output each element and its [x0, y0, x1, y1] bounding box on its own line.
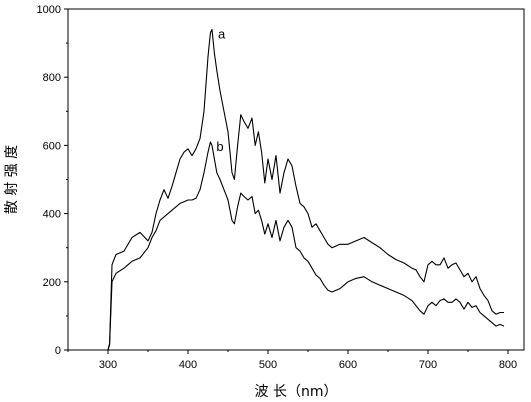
- y-tick-label: 400: [43, 209, 61, 221]
- x-tick-label: 500: [259, 359, 277, 371]
- series-line-b: [107, 141, 505, 351]
- y-axis-title: 散 射 强 度: [4, 145, 20, 214]
- x-tick-label: 600: [339, 359, 357, 371]
- x-axis-ticks: 300 400 500 600 700 800: [67, 350, 517, 371]
- y-tick-label: 200: [43, 277, 61, 289]
- x-tick-label: 800: [499, 359, 517, 371]
- y-tick-label: 1000: [37, 4, 61, 16]
- series-labels: ab: [216, 26, 226, 154]
- x-tick-label: 300: [99, 359, 117, 371]
- series-label-a: a: [218, 26, 226, 41]
- y-axis-ticks: 0 200 400 600 800 1000: [37, 4, 68, 357]
- series-lines: [107, 28, 505, 351]
- y-tick-label: 800: [43, 72, 61, 84]
- x-tick-label: 400: [179, 359, 197, 371]
- y-tick-label: 600: [43, 140, 61, 152]
- x-axis-title: 波 长（nm）: [255, 384, 338, 400]
- series-line-a: [107, 28, 504, 351]
- x-tick-label: 700: [419, 359, 437, 371]
- y-tick-label: 0: [55, 345, 61, 357]
- series-label-b: b: [216, 139, 223, 154]
